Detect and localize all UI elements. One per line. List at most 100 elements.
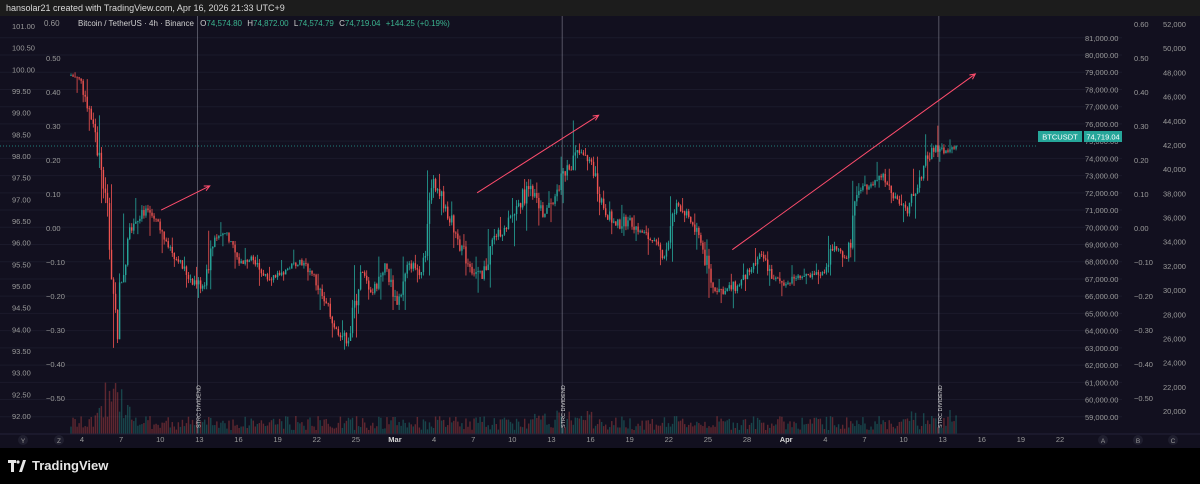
candles[interactable] — [70, 72, 957, 350]
volume-bar — [564, 427, 566, 434]
candle-body — [785, 284, 787, 286]
trend-arrows[interactable] — [160, 73, 977, 251]
volume-bar — [521, 427, 524, 434]
candle-body — [651, 240, 653, 242]
scale-toggle-label: C — [1171, 438, 1176, 445]
candle-body — [795, 277, 797, 279]
brand[interactable]: TradingView — [8, 458, 108, 473]
candle-body — [552, 202, 554, 204]
volume-bar — [631, 429, 633, 434]
candle-body — [888, 184, 890, 186]
volume-bar — [619, 427, 621, 434]
volume-bar — [159, 427, 161, 434]
volume-bar — [560, 416, 562, 434]
volume-bar — [748, 424, 751, 434]
volume-bar — [218, 427, 220, 434]
candle-body — [584, 155, 587, 156]
candle-body — [862, 185, 864, 190]
volume-scale-tick-label: 28,000 — [1163, 310, 1186, 319]
oscillator-right-tick-label: 0.60 — [1134, 20, 1149, 29]
volume-scale-tick-label: 22,000 — [1163, 383, 1186, 392]
volume-bar — [683, 424, 686, 434]
volume-bar — [754, 429, 757, 434]
candle-body — [416, 268, 419, 270]
volume-bar — [655, 424, 658, 434]
candle-body — [84, 94, 86, 97]
legend-top-value: 0.60 — [44, 19, 60, 28]
candle-body — [659, 244, 662, 250]
volume-bar — [550, 427, 552, 434]
oscillator-right-tick-label: 0.30 — [1134, 122, 1149, 131]
candle-body — [315, 274, 317, 286]
candle-body — [896, 196, 899, 200]
candle-body — [133, 223, 135, 231]
oscillator-left-tick-label: −0.10 — [46, 258, 65, 267]
candle-body — [619, 219, 621, 229]
candle-body — [576, 150, 579, 153]
volume-bar — [254, 426, 257, 434]
volume-bar — [716, 416, 718, 434]
candle-body — [637, 226, 639, 232]
left-scale-tick-label: 94.50 — [12, 304, 31, 313]
volume-bar — [191, 419, 194, 434]
oscillator-right-tick-label: −0.50 — [1134, 394, 1153, 403]
volume-bar — [532, 419, 534, 434]
candle-body — [147, 208, 149, 211]
event-label: STRC DIVIDEND — [938, 385, 944, 428]
volume-bar — [74, 419, 76, 434]
candle-body — [544, 213, 546, 217]
candle-body — [702, 242, 704, 250]
legend-close: 74,719.04 — [345, 19, 381, 28]
btc-candlestick-chart[interactable]: STRC DIVIDEND STRC DIVIDEND STRC DIVIDEND … — [0, 16, 1200, 448]
volume-bar — [576, 417, 579, 434]
price-tick-label: 61,000.00 — [1085, 378, 1118, 387]
candle-body — [710, 268, 712, 283]
candle-body — [532, 185, 534, 197]
candle-body — [398, 296, 400, 305]
volume-bar — [744, 419, 747, 434]
volume-bar — [906, 418, 909, 434]
candle-body — [74, 76, 76, 78]
volume-bar — [661, 422, 664, 434]
candle-body — [951, 147, 953, 150]
volume-bar — [918, 429, 921, 434]
candle-body — [177, 259, 180, 262]
candle-body — [839, 249, 842, 252]
volume-bar — [613, 425, 615, 434]
candle-body — [388, 269, 390, 283]
volume-bar — [309, 417, 311, 434]
volume-bar — [76, 426, 78, 434]
candle-body — [716, 291, 718, 292]
volume-bar — [102, 417, 105, 434]
volume-bar — [307, 419, 309, 434]
volume-bar — [831, 417, 834, 434]
candle-body — [467, 263, 469, 265]
candle-body — [242, 260, 244, 264]
volume-bar — [600, 421, 603, 434]
candle-body — [124, 264, 127, 275]
candle-body — [475, 272, 477, 274]
volume-bar — [947, 416, 949, 434]
volume-bar — [303, 425, 305, 434]
chart-area[interactable]: STRC DIVIDEND STRC DIVIDEND STRC DIVIDEND … — [0, 16, 1200, 448]
volume-bar — [120, 389, 123, 434]
volume-bar — [289, 424, 291, 434]
candle-body — [122, 274, 125, 283]
volume-bar — [663, 417, 666, 434]
volume-bar — [696, 421, 698, 434]
left-scale-tick-label: 92.00 — [12, 412, 31, 421]
volume-bar — [90, 417, 92, 434]
time-tick-label: 22 — [665, 435, 673, 444]
candle-body — [829, 248, 832, 265]
candle-body — [631, 217, 633, 227]
volume-bar — [767, 424, 769, 434]
candle-body — [110, 249, 113, 280]
candle-body — [744, 274, 747, 280]
volume-bar — [507, 419, 510, 434]
candle-body — [633, 226, 635, 230]
candle-body — [912, 194, 915, 196]
candle-body — [663, 256, 666, 259]
candle-body — [301, 260, 303, 266]
candle-body — [894, 196, 897, 199]
volume-bar — [937, 427, 939, 434]
